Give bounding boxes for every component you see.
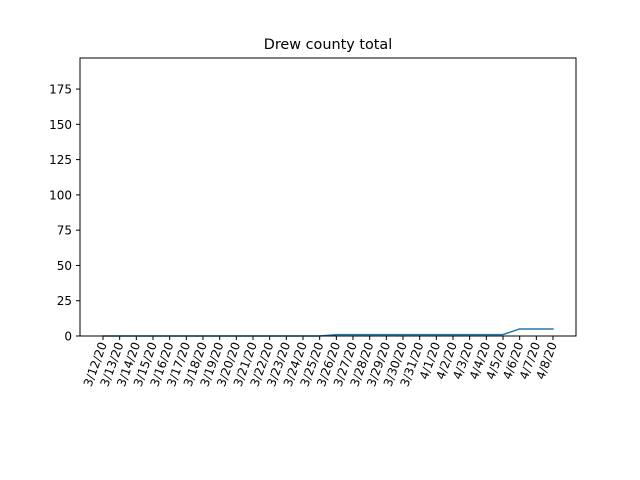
y-tick-label-1: 25 [57, 294, 72, 308]
y-tick-label-6: 150 [49, 118, 72, 132]
y-tick-label-2: 50 [57, 259, 72, 273]
y-tick-label-0: 0 [64, 330, 72, 344]
chart-title: Drew county total [264, 37, 392, 53]
y-axis: 0 25 50 75 100 125 150 175 [49, 83, 80, 344]
x-axis: 3/12/203/13/203/14/203/15/203/16/203/17/… [81, 336, 560, 389]
y-tick-label-4: 100 [49, 188, 72, 202]
y-tick-label-3: 75 [57, 224, 72, 238]
y-tick-label-5: 125 [49, 153, 72, 167]
y-tick-label-7: 175 [49, 83, 72, 97]
plot-area-frame [79, 57, 577, 337]
